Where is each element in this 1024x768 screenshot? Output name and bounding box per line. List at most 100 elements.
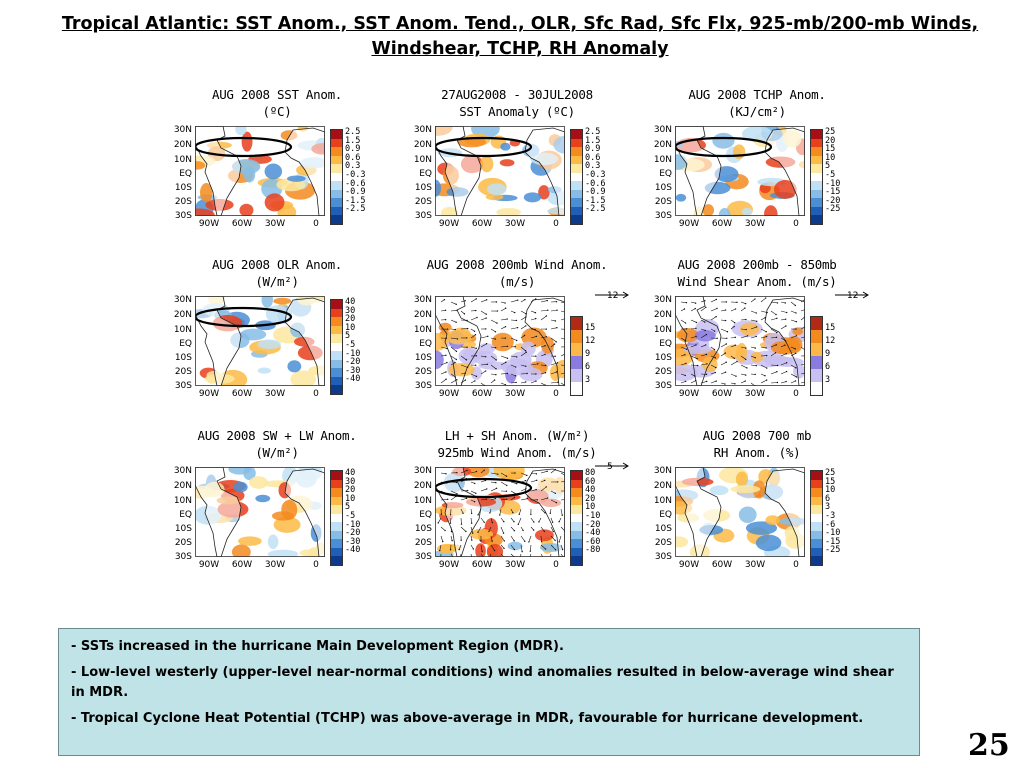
wind-vector — [450, 373, 456, 378]
wind-vector — [540, 336, 547, 339]
africa-coastline — [764, 297, 805, 386]
wind-vector-head — [525, 381, 527, 383]
wind-vector — [680, 346, 687, 350]
wind-vector — [440, 309, 446, 312]
colorbar-swatch — [811, 206, 822, 215]
anomaly-field-shading — [765, 515, 780, 526]
anomaly-field-shading — [231, 544, 251, 557]
wind-vector — [450, 526, 452, 532]
wind-vector-head — [526, 372, 528, 375]
wind-vector-head — [466, 469, 468, 472]
wind-vector-head — [460, 523, 463, 525]
wind-vector-head — [745, 347, 747, 349]
wind-vector-head — [554, 320, 557, 322]
wind-vector-head — [517, 523, 519, 526]
wind-vector-head — [546, 299, 548, 302]
map-frame — [675, 126, 805, 216]
longitude-tick-label: 90W — [678, 219, 700, 229]
colorbar — [330, 129, 343, 225]
wind-vector-head — [544, 345, 546, 347]
colorbar-swatch — [571, 479, 582, 488]
americas-coastline — [195, 126, 242, 216]
wind-vector — [520, 472, 527, 476]
anomaly-field-shading — [745, 521, 778, 535]
colorbar-tick-label: 12 — [585, 336, 596, 346]
colorbar-swatch — [571, 130, 582, 139]
wind-vector-head — [724, 371, 727, 373]
wind-vector-head — [715, 298, 718, 301]
latitude-tick-label: EQ — [659, 339, 672, 349]
wind-vector-head — [495, 482, 497, 484]
panel-title-line-1: AUG 2008 200mb Wind Anom. — [426, 257, 608, 272]
wind-vector-head — [477, 514, 479, 516]
wind-vector-head — [535, 373, 537, 375]
wind-vector-head — [474, 334, 477, 336]
wind-vector-head — [499, 514, 501, 516]
colorbar-swatch — [811, 155, 822, 164]
wind-vector-head — [545, 486, 547, 488]
anomaly-field-shading — [675, 364, 698, 382]
colorbar-swatch — [811, 356, 822, 369]
wind-vector — [530, 345, 536, 348]
colorbar — [810, 129, 823, 225]
wind-vector — [520, 310, 527, 315]
wind-vector-head — [485, 356, 487, 358]
wind-vector-head — [547, 309, 549, 311]
wind-vector — [500, 517, 505, 522]
wind-vector-head — [785, 380, 787, 383]
latitude-tick-label: EQ — [419, 169, 432, 179]
wind-vector-head — [456, 379, 458, 381]
wind-vector-head — [734, 344, 737, 346]
wind-vector-head — [506, 484, 508, 487]
colorbar-tick-label: -2.5 — [585, 204, 606, 215]
latitude-tick-label: 20N — [653, 310, 672, 320]
wind-vector-head — [538, 521, 540, 523]
wind-vector — [480, 355, 486, 358]
wind-vector — [520, 351, 527, 357]
bullet-text: Tropical Cyclone Heat Potential (TCHP) w… — [80, 711, 864, 726]
colorbar-swatch — [331, 488, 342, 497]
wind-vector-head — [554, 492, 557, 495]
longitude-tick-label: 0 — [313, 389, 319, 399]
wind-vector — [470, 490, 476, 494]
colorbar-swatch — [811, 172, 822, 181]
anomaly-field-shading — [485, 193, 504, 201]
wind-vector — [440, 535, 444, 542]
latitude-tick-label: 10S — [414, 524, 432, 534]
longitude-tick-label: 30W — [264, 389, 286, 399]
anomaly-field-shading — [435, 179, 442, 197]
latitude-tick-label: 10S — [654, 183, 672, 193]
anomaly-field-shading — [739, 322, 760, 336]
wind-vector — [710, 308, 718, 312]
colorbar-tick-label: -30 — [345, 365, 361, 376]
map-plot — [195, 296, 325, 386]
colorbar-swatch — [331, 325, 342, 334]
wind-vector — [480, 498, 487, 501]
wind-vector-head — [506, 345, 509, 347]
colorbar-tick-label: -0.6 — [585, 178, 606, 189]
wind-vector-head — [765, 354, 768, 357]
wind-vector — [490, 355, 497, 361]
wind-vector-head — [454, 376, 456, 378]
wind-vector — [488, 526, 492, 532]
colorbar-tick-label: 3 — [825, 502, 831, 513]
wind-vector-head — [513, 496, 516, 499]
wind-vector — [690, 355, 698, 359]
wind-vector-head — [450, 530, 453, 533]
wind-vector — [770, 382, 778, 384]
longitude-tick-label: 30W — [744, 219, 766, 229]
wind-vector — [760, 373, 766, 377]
wind-vector-head — [506, 372, 509, 375]
wind-vector — [500, 318, 508, 321]
wind-vector — [510, 382, 517, 384]
wind-vector — [510, 373, 516, 377]
wind-vector-head — [795, 321, 798, 323]
colorbar-swatch — [571, 330, 582, 343]
latitude-tick-label: 10N — [173, 155, 192, 165]
panel-title-line-1: AUG 2008 TCHP Anom. — [688, 87, 826, 102]
wind-vector-head — [455, 321, 457, 323]
wind-vector-head — [445, 354, 447, 356]
wind-vector-head — [495, 301, 498, 303]
wind-vector — [480, 336, 488, 339]
wind-vector-head — [504, 337, 507, 339]
